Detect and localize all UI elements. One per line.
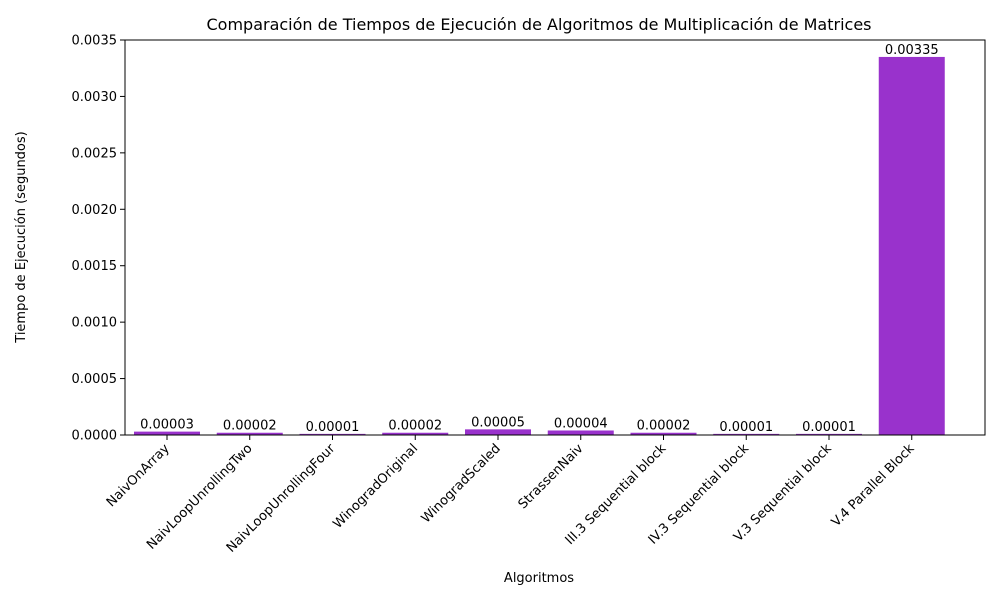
plot-frame: [124, 39, 986, 436]
y-tick-label: 0.0030: [72, 90, 118, 105]
x-tick-label: NaivOnArray: [104, 441, 173, 510]
x-axis: NaivOnArrayNaivLoopUnrollingTwoNaivLoopU…: [104, 435, 918, 556]
x-tick-label: V.4 Parallel Block: [829, 441, 918, 530]
bar-value-label: 0.00001: [719, 420, 773, 435]
bar-value-label: 0.00003: [140, 418, 194, 433]
bar-value-label: 0.00335: [885, 43, 939, 58]
bar-value-label: 0.00002: [637, 419, 691, 434]
bar: [547, 430, 614, 435]
bar-value-label: 0.00002: [388, 419, 442, 434]
bar-labels-group: 0.00003 0.00002 0.00001 0.00002 0.00005 0.000…: [140, 43, 939, 435]
bar: [878, 56, 945, 436]
y-tick-label: 0.0035: [72, 34, 118, 49]
x-tick-label: WinogradScaled: [419, 441, 504, 526]
y-tick-label: 0.0005: [72, 372, 118, 387]
x-tick-label: StrassenNaiv: [516, 441, 587, 512]
y-tick-label: 0.0025: [72, 146, 118, 161]
x-tick-label: WinogradOriginal: [331, 441, 422, 532]
bar: [216, 432, 283, 435]
y-axis: 0.0000 0.0005 0.0010 0.0015 0.0020 0.0025 0.00…: [72, 34, 125, 444]
y-tick-label: 0.0015: [72, 259, 118, 274]
bar-value-label: 0.00005: [471, 415, 525, 430]
y-tick-label: 0.0020: [72, 203, 118, 218]
x-axis-label: Algoritmos: [504, 571, 574, 586]
bar-value-label: 0.00001: [802, 420, 856, 435]
bar: [796, 433, 862, 435]
y-tick-label: 0.0000: [72, 429, 118, 444]
bar-value-label: 0.00002: [223, 419, 277, 434]
y-axis-label: Tiempo de Ejecución (segundos): [14, 131, 29, 343]
bar: [382, 432, 449, 435]
bar: [713, 433, 780, 435]
bar-value-label: 0.00001: [306, 420, 360, 435]
bar: [630, 432, 697, 435]
bar-value-label: 0.00004: [554, 416, 608, 431]
bars-group: [134, 56, 945, 436]
bar: [134, 431, 200, 435]
bar: [465, 429, 531, 435]
chart-title: Comparación de Tiempos de Ejecución de A…: [206, 15, 871, 34]
bar: [299, 433, 366, 435]
y-tick-label: 0.0010: [72, 316, 118, 331]
